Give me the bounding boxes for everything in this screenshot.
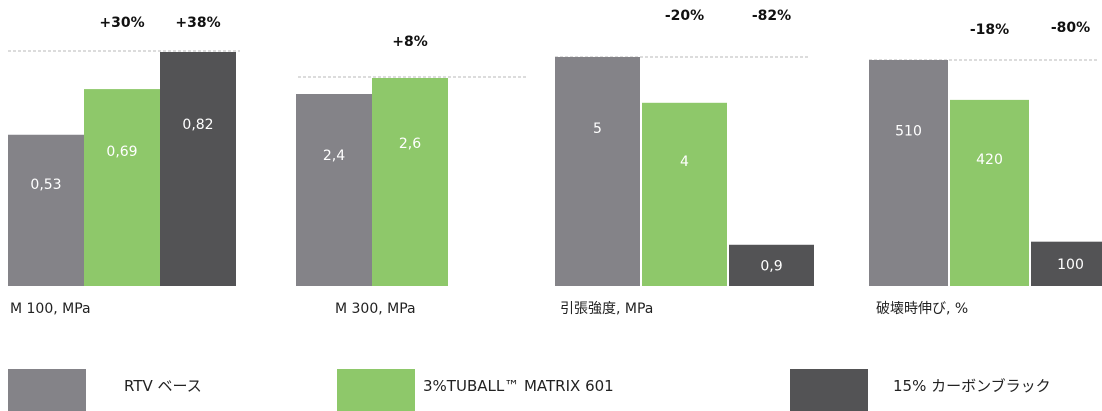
- bar-value-label: 0,9: [760, 258, 782, 274]
- panel-axis-label: M 100, MPa: [10, 301, 91, 317]
- change-label: -20%: [665, 8, 704, 24]
- legend-swatch-rtv: [8, 369, 86, 411]
- chart-panel-3: 5 4 -20% 0,9 -82% 引張強度, MPa: [555, 8, 814, 317]
- legend-label-tuball: 3%TUBALL™ MATRIX 601: [423, 377, 614, 395]
- bar-rtv: [296, 94, 372, 286]
- bar-carbon-black: [729, 244, 814, 286]
- change-label: +8%: [392, 34, 428, 50]
- legend-swatch-tuball: [337, 369, 415, 411]
- bar-value-label: 2,4: [323, 148, 345, 164]
- bar-tuball: [84, 89, 160, 286]
- bar-value-label: 4: [680, 154, 689, 170]
- panel-axis-label: 破壊時伸び, %: [876, 301, 968, 317]
- bar-carbon-black: [160, 52, 236, 286]
- legend-item-tuball: 3%TUBALL™ MATRIX 601: [337, 369, 614, 411]
- bar-rtv: [8, 134, 84, 286]
- bar-tuball: [642, 102, 727, 286]
- chart-panel-4: 510 420 -18% 100 -80% 破壊時伸び, %: [869, 20, 1102, 317]
- change-label: +38%: [175, 15, 220, 31]
- chart-panel-1: 0,53 0,69 +30% 0,82 +38% M 100, MPa: [8, 15, 240, 317]
- bar-value-label: 0,82: [182, 117, 213, 133]
- change-label: -18%: [970, 22, 1009, 38]
- chart-panel-2: 2,4 2,6 +8% M 300, MPa: [296, 34, 526, 317]
- bar-value-label: 0,69: [106, 144, 137, 160]
- chart-panels: 0,53 0,69 +30% 0,82 +38% M 100, MPa 2,4 2,6 +8% M…: [8, 8, 1102, 317]
- legend-swatch-carbon-black: [790, 369, 868, 411]
- bar-value-label: 0,53: [30, 177, 61, 193]
- bar-value-label: 5: [593, 121, 602, 137]
- bar-value-label: 510: [895, 123, 922, 139]
- legend-item-rtv: RTV ベース: [8, 369, 202, 411]
- legend-label-carbon-black: 15% カーボンブラック: [893, 377, 1051, 395]
- legend: RTV ベース 3%TUBALL™ MATRIX 601 15% カーボンブラッ…: [8, 369, 1051, 411]
- bar-value-label: 2,6: [399, 136, 421, 152]
- panel-axis-label: M 300, MPa: [335, 301, 416, 317]
- bar-rtv: [869, 60, 948, 286]
- bar-value-label: 100: [1057, 257, 1084, 273]
- legend-item-carbon-black: 15% カーボンブラック: [790, 369, 1051, 411]
- bar-carbon-black: [1031, 241, 1102, 286]
- panel-axis-label: 引張強度, MPa: [560, 301, 653, 317]
- bar-tuball: [372, 78, 448, 286]
- change-label: +30%: [99, 15, 144, 31]
- legend-label-rtv: RTV ベース: [124, 377, 202, 395]
- change-label: -82%: [752, 8, 791, 24]
- bar-tuball: [950, 99, 1029, 286]
- change-label: -80%: [1051, 20, 1090, 36]
- bar-value-label: 420: [976, 152, 1003, 168]
- bar-rtv: [555, 57, 640, 286]
